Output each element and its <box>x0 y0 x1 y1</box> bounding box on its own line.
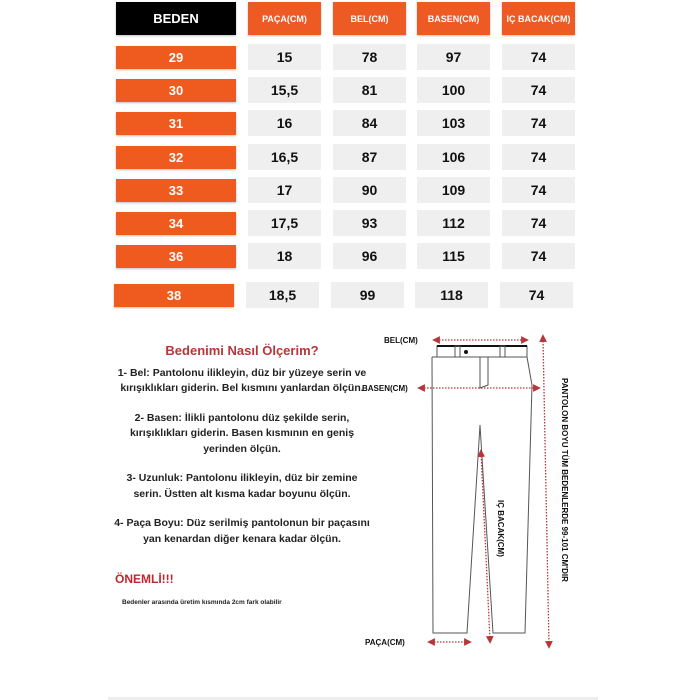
measurement-cell-paca: 15,5 <box>248 77 321 103</box>
measurement-cell-ic-bacak: 74 <box>502 177 575 203</box>
measurement-cell-ic-bacak: 74 <box>502 110 575 136</box>
label-bel: BEL(CM) <box>384 336 418 345</box>
warning-note: Bedenler arasında üretim kısmında 2cm fa… <box>122 599 282 606</box>
size-cell: 34 <box>116 212 236 235</box>
guide-title: Bedenimi Nasıl Ölçerim? <box>165 343 319 358</box>
guide-step: 4- Paça Boyu: Düz serilmiş pantolonun bi… <box>114 517 370 545</box>
label-basen: BASEN(CM) <box>362 384 408 393</box>
guide-step: 2- Basen: İlikli pantolonu düz şekilde s… <box>129 411 355 455</box>
measurement-cell-ic-bacak: 74 <box>502 210 575 236</box>
column-header: BASEN(CM) <box>417 2 490 35</box>
size-cell: 30 <box>116 79 236 102</box>
measurement-cell-basen: 118 <box>415 282 488 308</box>
size-cell: 29 <box>116 46 236 69</box>
measurement-cell-basen: 112 <box>417 210 490 236</box>
trousers-outline <box>431 345 533 634</box>
measurement-cell-basen: 106 <box>417 144 490 170</box>
divider <box>108 697 598 700</box>
measurement-cell-bel: 90 <box>333 177 406 203</box>
size-cell: 38 <box>114 284 234 307</box>
guide-step: 1- Bel: Pantolonu ilikleyin, düz bir yüz… <box>117 366 367 395</box>
measurement-cell-paca: 16 <box>248 110 321 136</box>
warning-title: ÖNEMLİ!!! <box>115 572 174 586</box>
measurement-cell-ic-bacak: 74 <box>500 282 573 308</box>
size-cell: 36 <box>116 245 236 268</box>
measurement-cell-bel: 93 <box>333 210 406 236</box>
measurement-guide: Bedenimi Nasıl Ölçerim? 1- Bel: Pantolon… <box>112 343 372 561</box>
measurement-cell-basen: 103 <box>417 110 490 136</box>
measurement-cell-bel: 99 <box>331 282 404 308</box>
boy-arrow <box>539 334 553 649</box>
measurement-cell-paca: 17,5 <box>248 210 321 236</box>
column-header: PAÇA(CM) <box>248 2 321 35</box>
measurement-cell-ic-bacak: 74 <box>502 243 575 269</box>
measurement-cell-bel: 78 <box>333 44 406 70</box>
measurement-cell-basen: 97 <box>417 44 490 70</box>
size-cell: 33 <box>116 179 236 202</box>
column-header: BEL(CM) <box>333 2 406 35</box>
measurement-cell-bel: 96 <box>333 243 406 269</box>
measurement-cell-basen: 115 <box>417 243 490 269</box>
measurement-cell-bel: 81 <box>333 77 406 103</box>
measurement-cell-bel: 87 <box>333 144 406 170</box>
measurement-cell-ic-bacak: 74 <box>502 77 575 103</box>
measurement-cell-paca: 18 <box>248 243 321 269</box>
measurement-cell-paca: 17 <box>248 177 321 203</box>
measurement-cell-basen: 109 <box>417 177 490 203</box>
label-paca: PAÇA(CM) <box>365 638 405 647</box>
measurement-cell-bel: 84 <box>333 110 406 136</box>
size-cell: 31 <box>116 112 236 135</box>
column-header: IÇ BACAK(CM) <box>502 2 575 35</box>
measurement-cell-paca: 16,5 <box>248 144 321 170</box>
ic-bacak-arrow <box>477 449 494 644</box>
measurement-cell-ic-bacak: 74 <box>502 144 575 170</box>
measurement-cell-ic-bacak: 74 <box>502 44 575 70</box>
guide-step: 3- Uzunluk: Pantolonu ilikleyin, düz bir… <box>126 472 358 500</box>
size-cell: 32 <box>116 146 236 169</box>
measurement-cell-paca: 15 <box>248 44 321 70</box>
measurement-cell-basen: 100 <box>417 77 490 103</box>
column-header: BEDEN <box>116 2 236 35</box>
measurement-cell-paca: 18,5 <box>246 282 319 308</box>
